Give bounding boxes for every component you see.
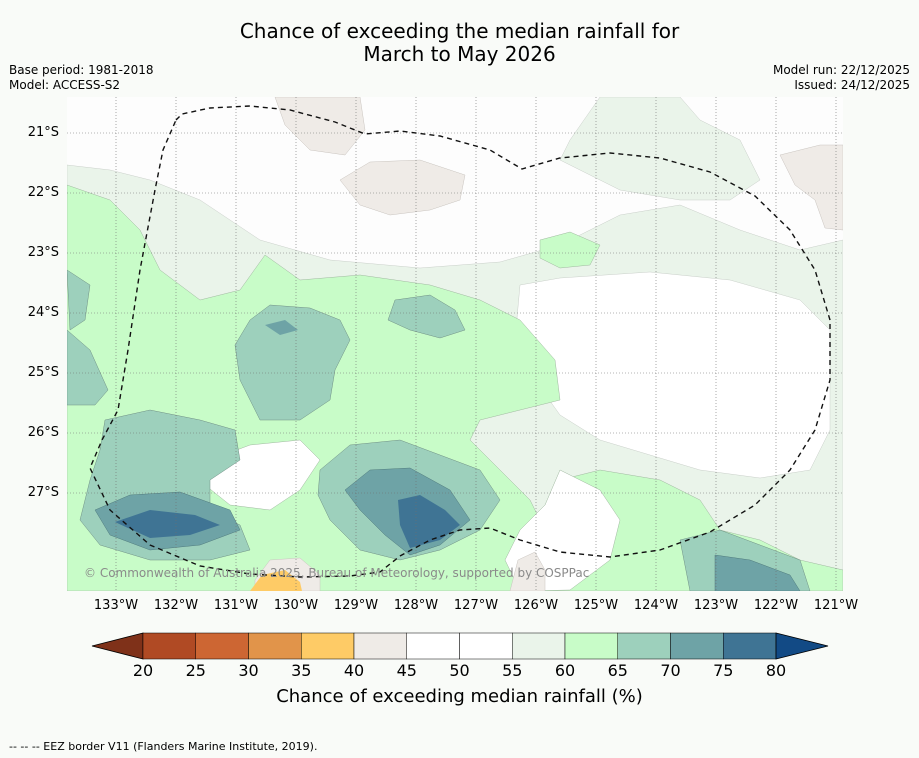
contour-55-60-top [559,97,761,201]
lon-label: 128°W [393,598,439,613]
lon-label: 123°W [693,598,739,613]
colorbar-title: Chance of exceeding median rainfall (%) [276,686,643,707]
colorbar-tick-label: 25 [185,661,206,680]
colorbar-tick-label: 50 [449,661,470,680]
lon-label: 133°W [93,598,139,613]
colorbar-tick-label: 55 [502,661,523,680]
colorbar-segment [142,632,196,660]
colorbar-over-arrow [775,632,829,660]
lat-label: 22°S [27,185,59,200]
copyright-notice: © Commonwealth of Australia 2025, Bureau… [84,566,590,580]
title-line-2: March to May 2026 [363,42,556,66]
lat-label: 27°S [27,485,59,500]
model-run: Model run: 22/12/2025 [772,63,910,77]
colorbar-segment [617,632,671,660]
colorbar-segment [248,632,302,660]
colorbar-segment [353,632,407,660]
chart-title: Chance of exceeding the median rainfall … [0,20,919,66]
colorbar-tick-label: 60 [554,661,576,680]
colorbar-segment [195,632,249,660]
colorbar-segment [723,632,777,660]
base-period: Base period: 1981-2018 [9,63,154,77]
colorbar-segment [564,632,618,660]
lon-label: 131°W [213,598,259,613]
colorbar-segment [512,632,566,660]
lat-label: 24°S [27,305,59,320]
colorbar-segment [406,632,460,660]
colorbar-tick-label: 65 [607,661,628,680]
colorbar-segment [670,632,724,660]
lon-label: 124°W [633,598,679,613]
contour-75-80-southwest [115,510,220,538]
colorbar-tick-label: 35 [291,661,312,680]
colorbar-tick-label: 45 [396,661,417,680]
lat-label: 26°S [27,425,59,440]
contour-40-45-center [339,159,466,216]
lon-label: 130°W [273,598,319,613]
meta-left: Base period: 1981-2018 Model: ACCESS-S2 [9,63,154,93]
lon-label: 121°W [813,598,859,613]
colorbar-tick-label: 20 [132,661,154,680]
model-name: Model: ACCESS-S2 [9,78,121,92]
lon-label: 126°W [513,598,559,613]
contour-65-70-left [67,269,109,406]
contour-65-70-cell [387,294,466,339]
lon-label: 122°W [753,598,799,613]
lat-label: 23°S [27,245,59,260]
colorbar-under-arrow [91,632,144,660]
colorbar-tick-label: 30 [238,661,259,680]
contour-40-45-north [274,97,366,156]
colorbar-tick-label: 75 [713,661,734,680]
contour-70-75-southeast [714,554,801,591]
eez-border [89,105,831,578]
colorbar-segment [301,632,355,660]
contour-40-45-east [779,144,843,231]
contour-70-75-cell [265,320,298,335]
lat-label: 25°S [27,365,59,380]
colorbar-tick-label: 70 [660,661,681,680]
lon-label: 132°W [153,598,199,613]
colorbar-segment [459,632,513,660]
meta-right: Model run: 22/12/2025 Issued: 24/12/2025 [773,63,910,93]
lon-label: 125°W [573,598,619,613]
contour-40-45-bottom [509,551,546,591]
contour-60-65-small [539,231,601,269]
gridlines [67,97,843,591]
lon-label: 127°W [453,598,499,613]
contour-65-70-center [234,304,351,421]
footer-note: -- -- -- EEZ border V11 (Flanders Marine… [9,740,318,753]
colorbar-tick-label: 80 [765,661,787,680]
lat-label: 21°S [27,125,59,140]
issued-date: Issued: 24/12/2025 [794,78,910,92]
title-line-1: Chance of exceeding the median rainfall … [239,19,680,43]
colorbar-tick-label: 40 [343,661,365,680]
rainfall-contours [67,97,843,591]
lon-label: 129°W [333,598,379,613]
